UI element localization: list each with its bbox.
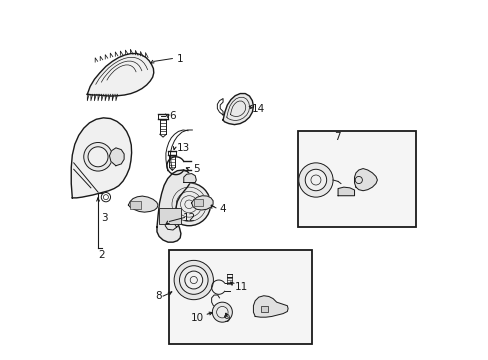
Bar xyxy=(130,201,141,208)
Circle shape xyxy=(184,271,203,289)
Text: 14: 14 xyxy=(251,104,264,113)
Circle shape xyxy=(298,163,332,197)
Circle shape xyxy=(83,143,112,171)
Polygon shape xyxy=(354,168,377,191)
Text: 10: 10 xyxy=(190,312,203,323)
Polygon shape xyxy=(253,296,287,317)
Polygon shape xyxy=(109,148,124,166)
Circle shape xyxy=(101,193,110,202)
Text: 6: 6 xyxy=(169,111,176,121)
Text: 12: 12 xyxy=(183,212,196,222)
Circle shape xyxy=(212,302,232,322)
Circle shape xyxy=(88,147,108,167)
Circle shape xyxy=(179,266,207,294)
Polygon shape xyxy=(71,118,131,198)
Circle shape xyxy=(305,169,326,191)
Bar xyxy=(159,207,181,224)
Circle shape xyxy=(216,306,227,318)
Polygon shape xyxy=(128,196,158,212)
Bar xyxy=(298,131,415,227)
Text: 4: 4 xyxy=(219,203,225,213)
Polygon shape xyxy=(87,54,153,96)
Text: 1: 1 xyxy=(176,54,183,64)
Polygon shape xyxy=(157,170,190,242)
Text: 8: 8 xyxy=(155,291,162,301)
Text: 7: 7 xyxy=(333,132,340,142)
Circle shape xyxy=(174,260,213,300)
Polygon shape xyxy=(191,196,213,210)
Bar xyxy=(193,199,203,206)
Text: 5: 5 xyxy=(192,164,199,174)
Polygon shape xyxy=(223,94,253,125)
Text: 2: 2 xyxy=(98,250,105,260)
Polygon shape xyxy=(337,187,354,196)
Text: 13: 13 xyxy=(176,143,189,153)
Text: 11: 11 xyxy=(234,282,247,292)
Bar xyxy=(168,249,311,344)
Text: 9: 9 xyxy=(223,314,229,324)
Circle shape xyxy=(167,183,210,226)
Text: 3: 3 xyxy=(102,212,108,222)
Polygon shape xyxy=(183,174,196,183)
Bar xyxy=(260,306,268,312)
